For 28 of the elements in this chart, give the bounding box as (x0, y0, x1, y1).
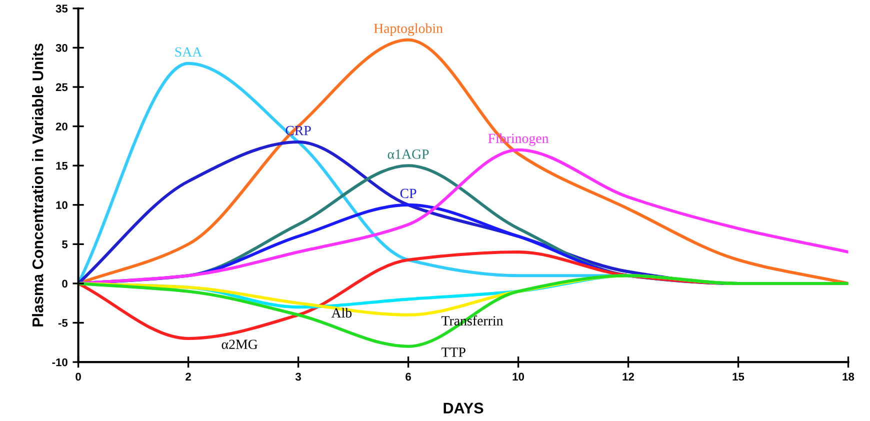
x-tick-label: 10 (512, 372, 524, 381)
y-tick-label: 25 (56, 83, 68, 92)
series-label: α2MG (222, 340, 258, 350)
x-tick-label: 0 (76, 372, 81, 381)
y-tick-label: 35 (56, 4, 68, 13)
x-tick-label: 18 (842, 372, 854, 381)
y-tick-label: 10 (56, 201, 68, 210)
x-axis-title: DAYS (444, 402, 484, 414)
x-tick-label: 2 (186, 372, 191, 381)
y-tick-label: 0 (62, 280, 68, 288)
y-tick-label: -5 (58, 319, 68, 327)
x-tick-label: 15 (732, 372, 744, 381)
series-label: Haptoglobin (374, 23, 443, 36)
series-label: Alb (331, 308, 352, 318)
y-axis-title: Plasma Concentration in Variable Units (32, 44, 44, 326)
x-tick-label: 3 (295, 372, 301, 381)
y-tick-label: 15 (56, 162, 68, 170)
x-tick-label: 12 (622, 372, 634, 381)
series-label: TTP (442, 348, 466, 357)
y-tick-label: 30 (56, 44, 68, 52)
line-series (78, 274, 848, 348)
series-label: α1AGP (388, 150, 429, 159)
y-tick-label: 20 (56, 122, 68, 130)
y-tick-label: 5 (62, 240, 68, 248)
series-label: CP (400, 188, 416, 198)
x-tick-label: 6 (406, 372, 411, 381)
series-label: SAA (175, 47, 202, 57)
y-tick-label: -10 (52, 358, 68, 366)
